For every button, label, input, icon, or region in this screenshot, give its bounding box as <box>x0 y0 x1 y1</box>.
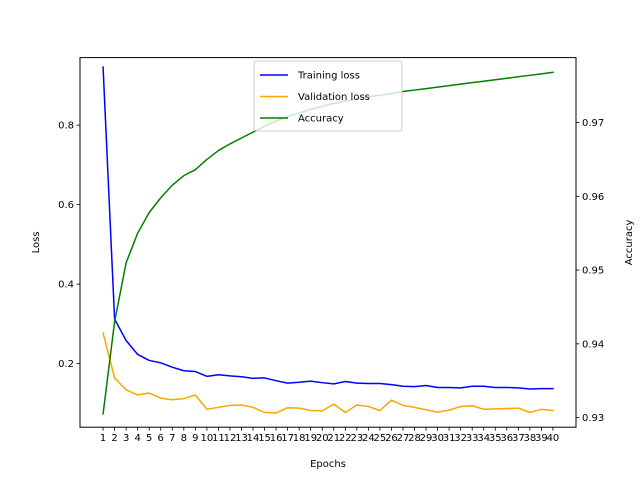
x-tick-label: 20 <box>316 433 329 444</box>
x-tick-label: 6 <box>158 433 164 444</box>
x-tick-label: 29 <box>420 433 433 444</box>
x-tick-label: 22 <box>339 433 352 444</box>
x-tick-label: 10 <box>201 433 214 444</box>
x-tick-label: 25 <box>374 433 387 444</box>
x-axis-title: Epochs <box>310 459 346 470</box>
x-tick-label: 39 <box>535 433 548 444</box>
x-tick-label: 17 <box>281 433 294 444</box>
x-axis: 1 2 3 4 5 6 7 8 9 1011121314151617181920212223242… <box>100 427 559 444</box>
legend-label: Validation loss <box>298 92 370 103</box>
y-right-tick-label: 0.93 <box>582 413 604 424</box>
x-tick-label: 40 <box>547 433 560 444</box>
y-left-tick-label: 0.8 <box>58 121 74 132</box>
plot-frame <box>79 57 577 428</box>
y-axis-left-title: Loss <box>31 231 42 253</box>
legend-label: Accuracy <box>298 114 344 125</box>
x-tick-label: 23 <box>350 433 363 444</box>
x-tick-label: 8 <box>181 433 187 444</box>
y-left-tick-label: 0.6 <box>58 200 74 211</box>
legend: Training loss Validation loss Accuracy <box>253 60 403 132</box>
x-tick-label: 13 <box>235 433 248 444</box>
x-tick-label: 15 <box>258 433 271 444</box>
x-tick-label: 37 <box>512 433 525 444</box>
x-tick-label: 38 <box>523 433 536 444</box>
y-axis-right: 0.93 0.94 0.95 0.96 0.97 <box>576 118 604 424</box>
y-right-tick-label: 0.94 <box>582 339 604 350</box>
x-tick-label: 4 <box>134 433 140 444</box>
x-tick-label: 5 <box>146 433 152 444</box>
x-tick-label: 2 <box>111 433 117 444</box>
x-tick-label: 12 <box>224 433 237 444</box>
x-tick-label: 28 <box>408 433 421 444</box>
x-tick-label: 16 <box>270 433 283 444</box>
x-tick-label: 36 <box>500 433 513 444</box>
x-tick-label: 34 <box>477 433 490 444</box>
x-tick-label: 1 <box>100 433 106 444</box>
legend-label: Training loss <box>297 71 360 82</box>
y-right-tick-label: 0.97 <box>582 118 604 129</box>
x-tick-label: 33 <box>466 433 479 444</box>
x-tick-label: 21 <box>327 433 340 444</box>
x-tick-label: 11 <box>212 433 225 444</box>
x-tick-label: 9 <box>192 433 198 444</box>
legend-box <box>253 60 403 132</box>
x-tick-label: 31 <box>443 433 456 444</box>
x-tick-label: 18 <box>293 433 306 444</box>
x-tick-label: 7 <box>169 433 175 444</box>
x-tick-label: 30 <box>431 433 444 444</box>
x-tick-label: 3 <box>123 433 129 444</box>
y-left-tick-label: 0.2 <box>58 359 74 370</box>
x-tick-label: 35 <box>489 433 502 444</box>
x-tick-label: 19 <box>304 433 317 444</box>
y-right-tick-label: 0.95 <box>582 266 604 277</box>
series-line-2 <box>102 332 554 414</box>
x-tick-label: 32 <box>454 433 467 444</box>
x-tick-label: 27 <box>397 433 410 444</box>
series-line-1 <box>102 66 554 390</box>
y-left-tick-label: 0.4 <box>58 280 74 291</box>
x-tick-label: 14 <box>247 433 260 444</box>
x-tick-label: 26 <box>385 433 398 444</box>
y-axis-right-title: Accuracy <box>624 219 635 265</box>
y-right-tick-label: 0.96 <box>582 192 604 203</box>
x-tick-label: 24 <box>362 433 375 444</box>
y-axis-left: 0.2 0.4 0.6 0.8 <box>58 121 80 370</box>
